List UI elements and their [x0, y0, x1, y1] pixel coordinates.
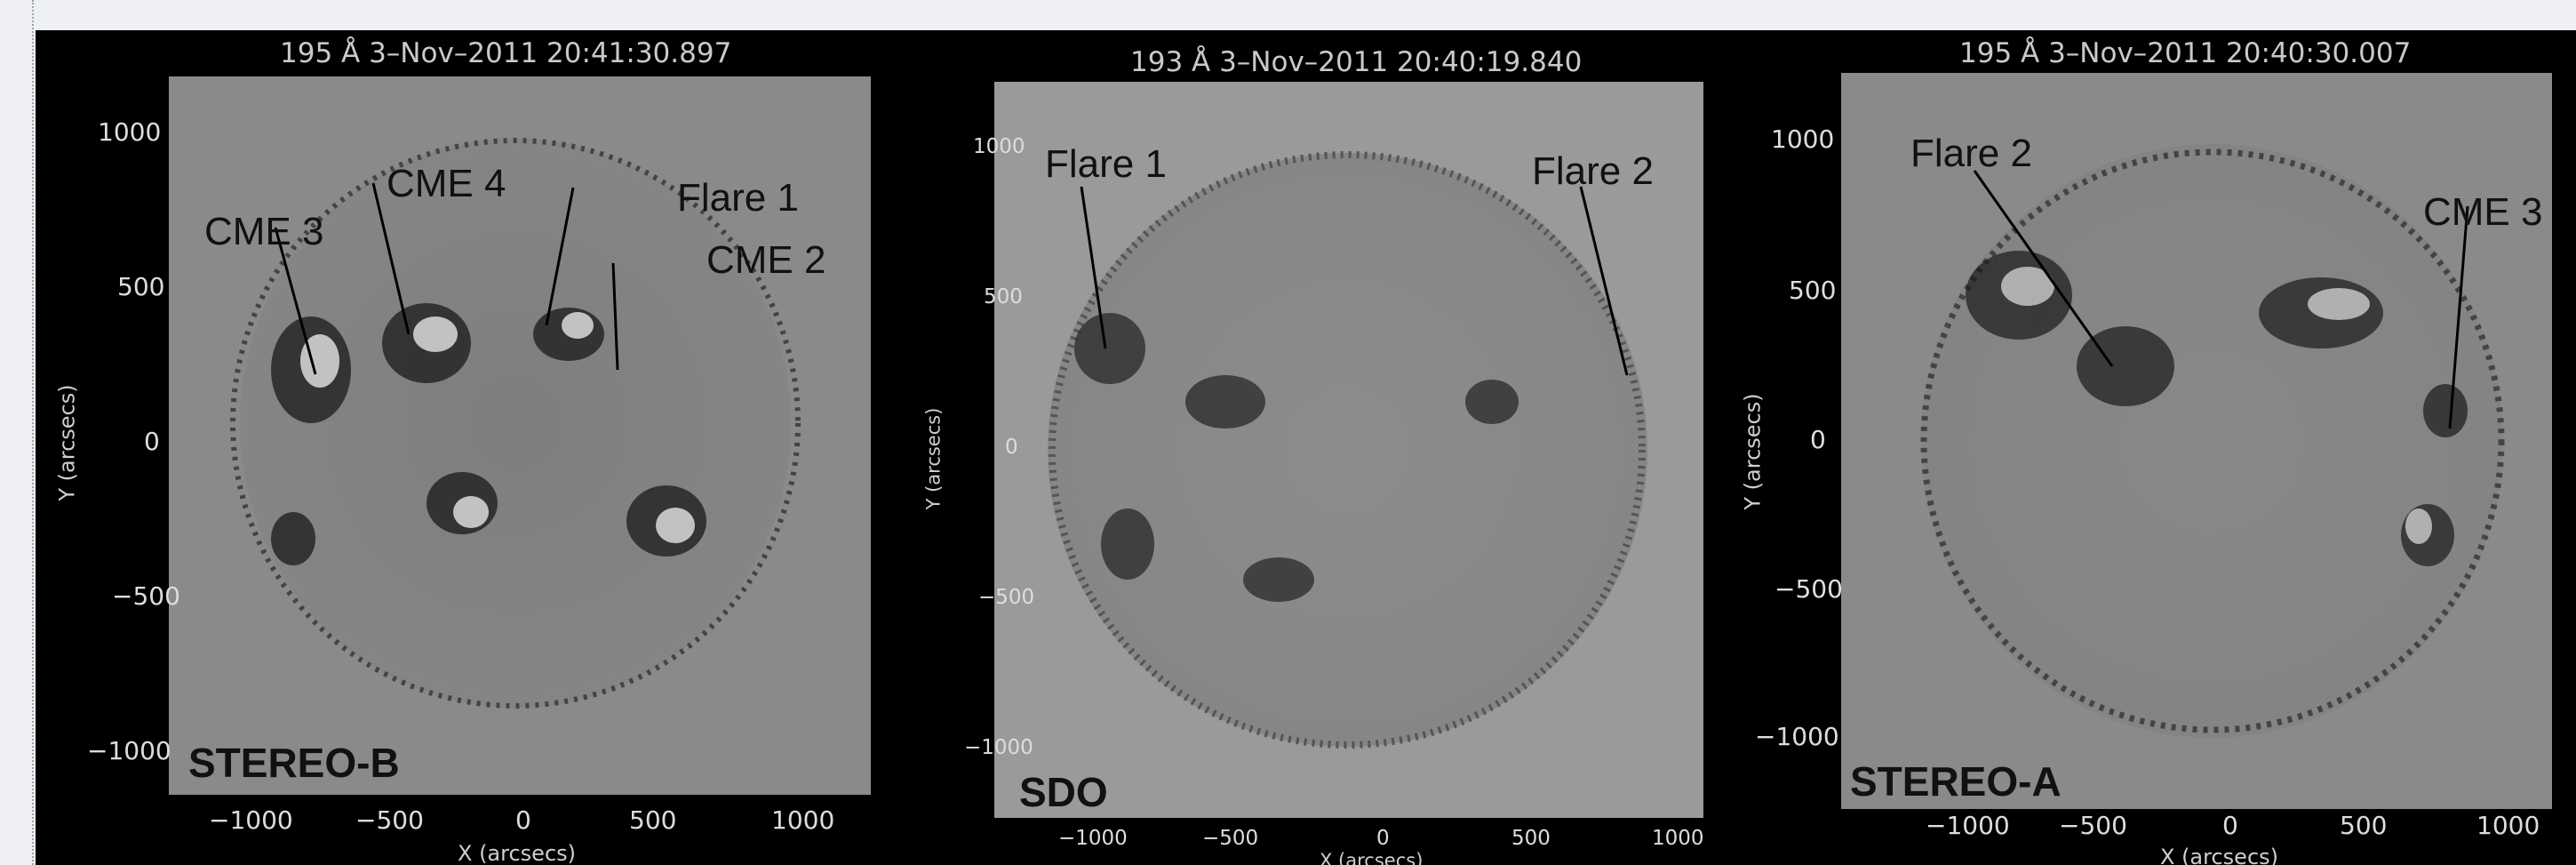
panel-stereo-a: 195 Å 3–Nov–2011 20:40:30.007 [1728, 30, 2576, 865]
y-axis-label: Y (arcsecs) [54, 384, 80, 501]
y-tick: −500 [112, 581, 180, 611]
y-tick: 500 [984, 285, 1023, 308]
annotation-flare-1: Flare 1 [677, 176, 799, 220]
solar-disk [1048, 153, 1647, 747]
y-tick: 1000 [1771, 124, 1835, 154]
x-tick: −500 [355, 805, 424, 835]
solar-image: CME 3 CME 4 Flare 1 CME 2 STEREO-B [169, 76, 871, 795]
x-tick: 1000 [1652, 827, 1704, 850]
x-tick: −1000 [209, 805, 293, 835]
y-tick: 0 [1005, 436, 1018, 459]
y-tick: −1000 [87, 736, 171, 765]
y-tick: −500 [1774, 574, 1843, 604]
y-tick: 1000 [973, 135, 1025, 158]
y-tick: 0 [144, 427, 160, 456]
annotation-cme-4: CME 4 [387, 162, 506, 205]
x-axis-label: X (arcsecs) [1320, 850, 1424, 865]
y-axis-label: Y (arcsecs) [1740, 393, 1766, 510]
x-tick: 500 [1511, 827, 1551, 850]
panel-title: 193 Å 3–Nov–2011 20:40:19.840 [1130, 46, 1583, 78]
x-tick: 500 [2340, 811, 2388, 840]
annotation-flare-2: Flare 2 [1532, 149, 1654, 193]
y-tick: −1000 [964, 736, 1033, 759]
x-tick: −500 [1202, 827, 1259, 850]
y-tick: 0 [1810, 425, 1826, 454]
x-tick: 0 [1376, 827, 1390, 850]
instrument-label: STEREO-A [1850, 758, 2062, 805]
x-tick: 0 [2222, 811, 2238, 840]
figure-frame: 195 Å 3–Nov–2011 20:41:30.897 [32, 0, 2576, 865]
x-tick: 1000 [2476, 811, 2540, 840]
y-tick: 500 [117, 272, 165, 301]
x-tick: 1000 [771, 805, 835, 835]
y-tick: 500 [1789, 276, 1837, 305]
solar-disk [1921, 144, 2503, 738]
y-tick: −1000 [1755, 722, 1839, 751]
panel-title: 195 Å 3–Nov–2011 20:41:30.897 [280, 37, 732, 69]
y-axis-label: Y (arcsecs) [922, 407, 945, 510]
x-tick: −1000 [1058, 827, 1128, 850]
x-tick: −1000 [1926, 811, 2010, 840]
x-tick: 0 [515, 805, 531, 835]
annotation-flare-1: Flare 1 [1045, 142, 1167, 186]
x-tick: 500 [629, 805, 677, 835]
annotation-cme-3: CME 3 [204, 210, 324, 253]
annotation-cme-2: CME 2 [706, 238, 826, 282]
x-axis-label: X (arcsecs) [458, 841, 577, 865]
x-tick: −500 [2059, 811, 2127, 840]
solar-image: Flare 1 Flare 2 SDO [994, 82, 1703, 818]
instrument-label: STEREO-B [188, 740, 400, 786]
annotation-flare-2: Flare 2 [1910, 132, 2032, 175]
panel-sdo: 193 Å 3–Nov–2011 20:40:19.840 Flare 1 F [886, 30, 1728, 865]
panel-title: 195 Å 3–Nov–2011 20:40:30.007 [1959, 37, 2412, 69]
instrument-label: SDO [1019, 769, 1108, 815]
y-tick: 1000 [98, 117, 162, 147]
annotation-cme-3: CME 3 [2423, 190, 2543, 234]
x-axis-label: X (arcsecs) [2160, 845, 2279, 865]
panel-stereo-b: 195 Å 3–Nov–2011 20:41:30.897 [36, 30, 886, 865]
solar-image: Flare 2 CME 3 STEREO-A [1841, 73, 2552, 809]
y-tick: −500 [978, 586, 1035, 609]
